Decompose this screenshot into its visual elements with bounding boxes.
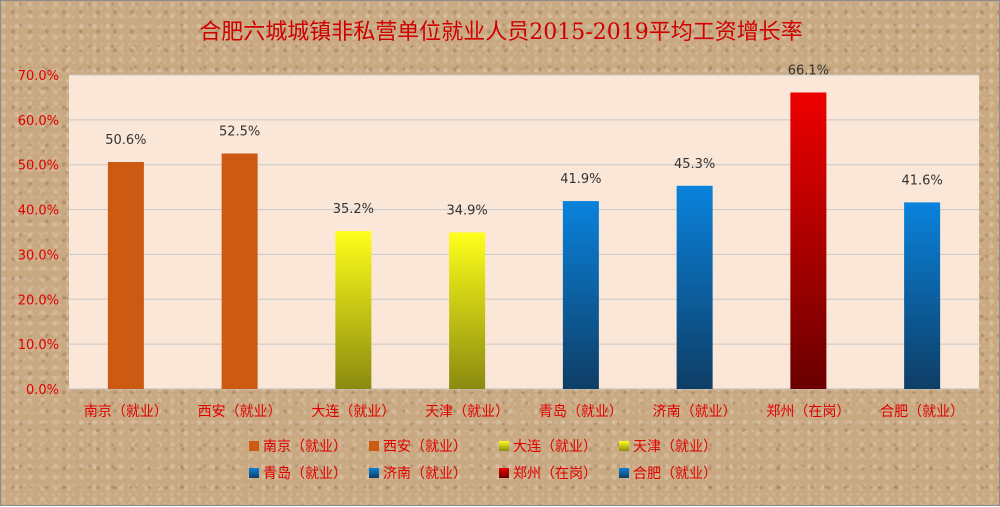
y-tick-label: 10.0% bbox=[18, 338, 59, 353]
x-tick-label: 大连（就业） bbox=[311, 404, 395, 420]
bars bbox=[107, 92, 941, 389]
legend-entry: 郑州（在岗） bbox=[513, 466, 597, 482]
bar bbox=[449, 232, 486, 389]
bar bbox=[904, 202, 941, 389]
legend-swatch bbox=[249, 441, 259, 451]
data-label: 41.9% bbox=[560, 172, 601, 187]
gridlines bbox=[69, 74, 979, 390]
chart-title: 合肥六城城镇非私营单位就业人员2015-2019平均工资增长率 bbox=[199, 20, 802, 45]
x-tick-label: 合肥（就业） bbox=[880, 404, 964, 420]
bar bbox=[335, 231, 372, 389]
legend-entry: 天津（就业） bbox=[633, 439, 717, 455]
legend-entry: 青岛（就业） bbox=[263, 466, 347, 482]
data-label: 66.1% bbox=[788, 63, 829, 78]
plot-area bbox=[69, 75, 979, 389]
y-axis: 0.0% 10.0% 20.0% 30.0% 40.0% 50.0% 60.0% 70.0% bbox=[18, 69, 59, 398]
legend-entry: 西安（就业） bbox=[383, 439, 467, 455]
x-tick-label: 郑州（在岗） bbox=[766, 404, 850, 420]
y-tick-label: 20.0% bbox=[18, 293, 59, 308]
legend: 南京（就业） 西安（就业） 大连（就业） 天津（就业） 青岛（就业） 济南（就业） 郑州（在… bbox=[249, 439, 717, 482]
data-label: 52.5% bbox=[219, 125, 260, 140]
x-tick-label: 南京（就业） bbox=[84, 404, 168, 420]
legend-entry: 合肥（就业） bbox=[633, 466, 717, 482]
legend-entry: 南京（就业） bbox=[263, 439, 347, 455]
y-tick-label: 40.0% bbox=[18, 204, 59, 219]
legend-entry: 济南（就业） bbox=[383, 466, 467, 482]
y-tick-label: 0.0% bbox=[26, 383, 59, 398]
bar bbox=[790, 92, 827, 389]
data-label: 41.6% bbox=[901, 173, 942, 188]
data-label: 50.6% bbox=[105, 133, 146, 148]
bar bbox=[562, 201, 599, 389]
legend-swatch bbox=[249, 468, 259, 478]
x-tick-label: 青岛（就业） bbox=[539, 404, 623, 420]
bar bbox=[676, 185, 713, 389]
legend-swatch bbox=[619, 441, 629, 451]
x-tick-label: 西安（就业） bbox=[198, 404, 282, 420]
x-tick-label: 济南（就业） bbox=[653, 404, 737, 420]
y-tick-label: 60.0% bbox=[18, 114, 59, 129]
data-label: 35.2% bbox=[333, 202, 374, 217]
legend-swatch bbox=[619, 468, 629, 478]
data-label: 45.3% bbox=[674, 157, 715, 172]
data-labels: 50.6% 52.5% 35.2% 34.9% 41.9% 45.3% 66.1% 41.6% bbox=[105, 63, 943, 218]
legend-swatch bbox=[369, 468, 379, 478]
y-tick-label: 70.0% bbox=[18, 69, 59, 84]
legend-entry: 大连（就业） bbox=[513, 439, 597, 455]
y-tick-label: 50.0% bbox=[18, 159, 59, 174]
y-tick-label: 30.0% bbox=[18, 248, 59, 263]
x-tick-label: 天津（就业） bbox=[425, 404, 509, 420]
legend-swatch bbox=[369, 441, 379, 451]
data-label: 34.9% bbox=[446, 203, 487, 218]
bar bbox=[107, 162, 144, 389]
legend-swatch bbox=[499, 468, 509, 478]
legend-swatch bbox=[499, 441, 509, 451]
x-axis: 南京（就业） 西安（就业） 大连（就业） 天津（就业） 青岛（就业） 济南（就业） 郑州（在… bbox=[84, 404, 964, 420]
bar bbox=[221, 153, 258, 389]
